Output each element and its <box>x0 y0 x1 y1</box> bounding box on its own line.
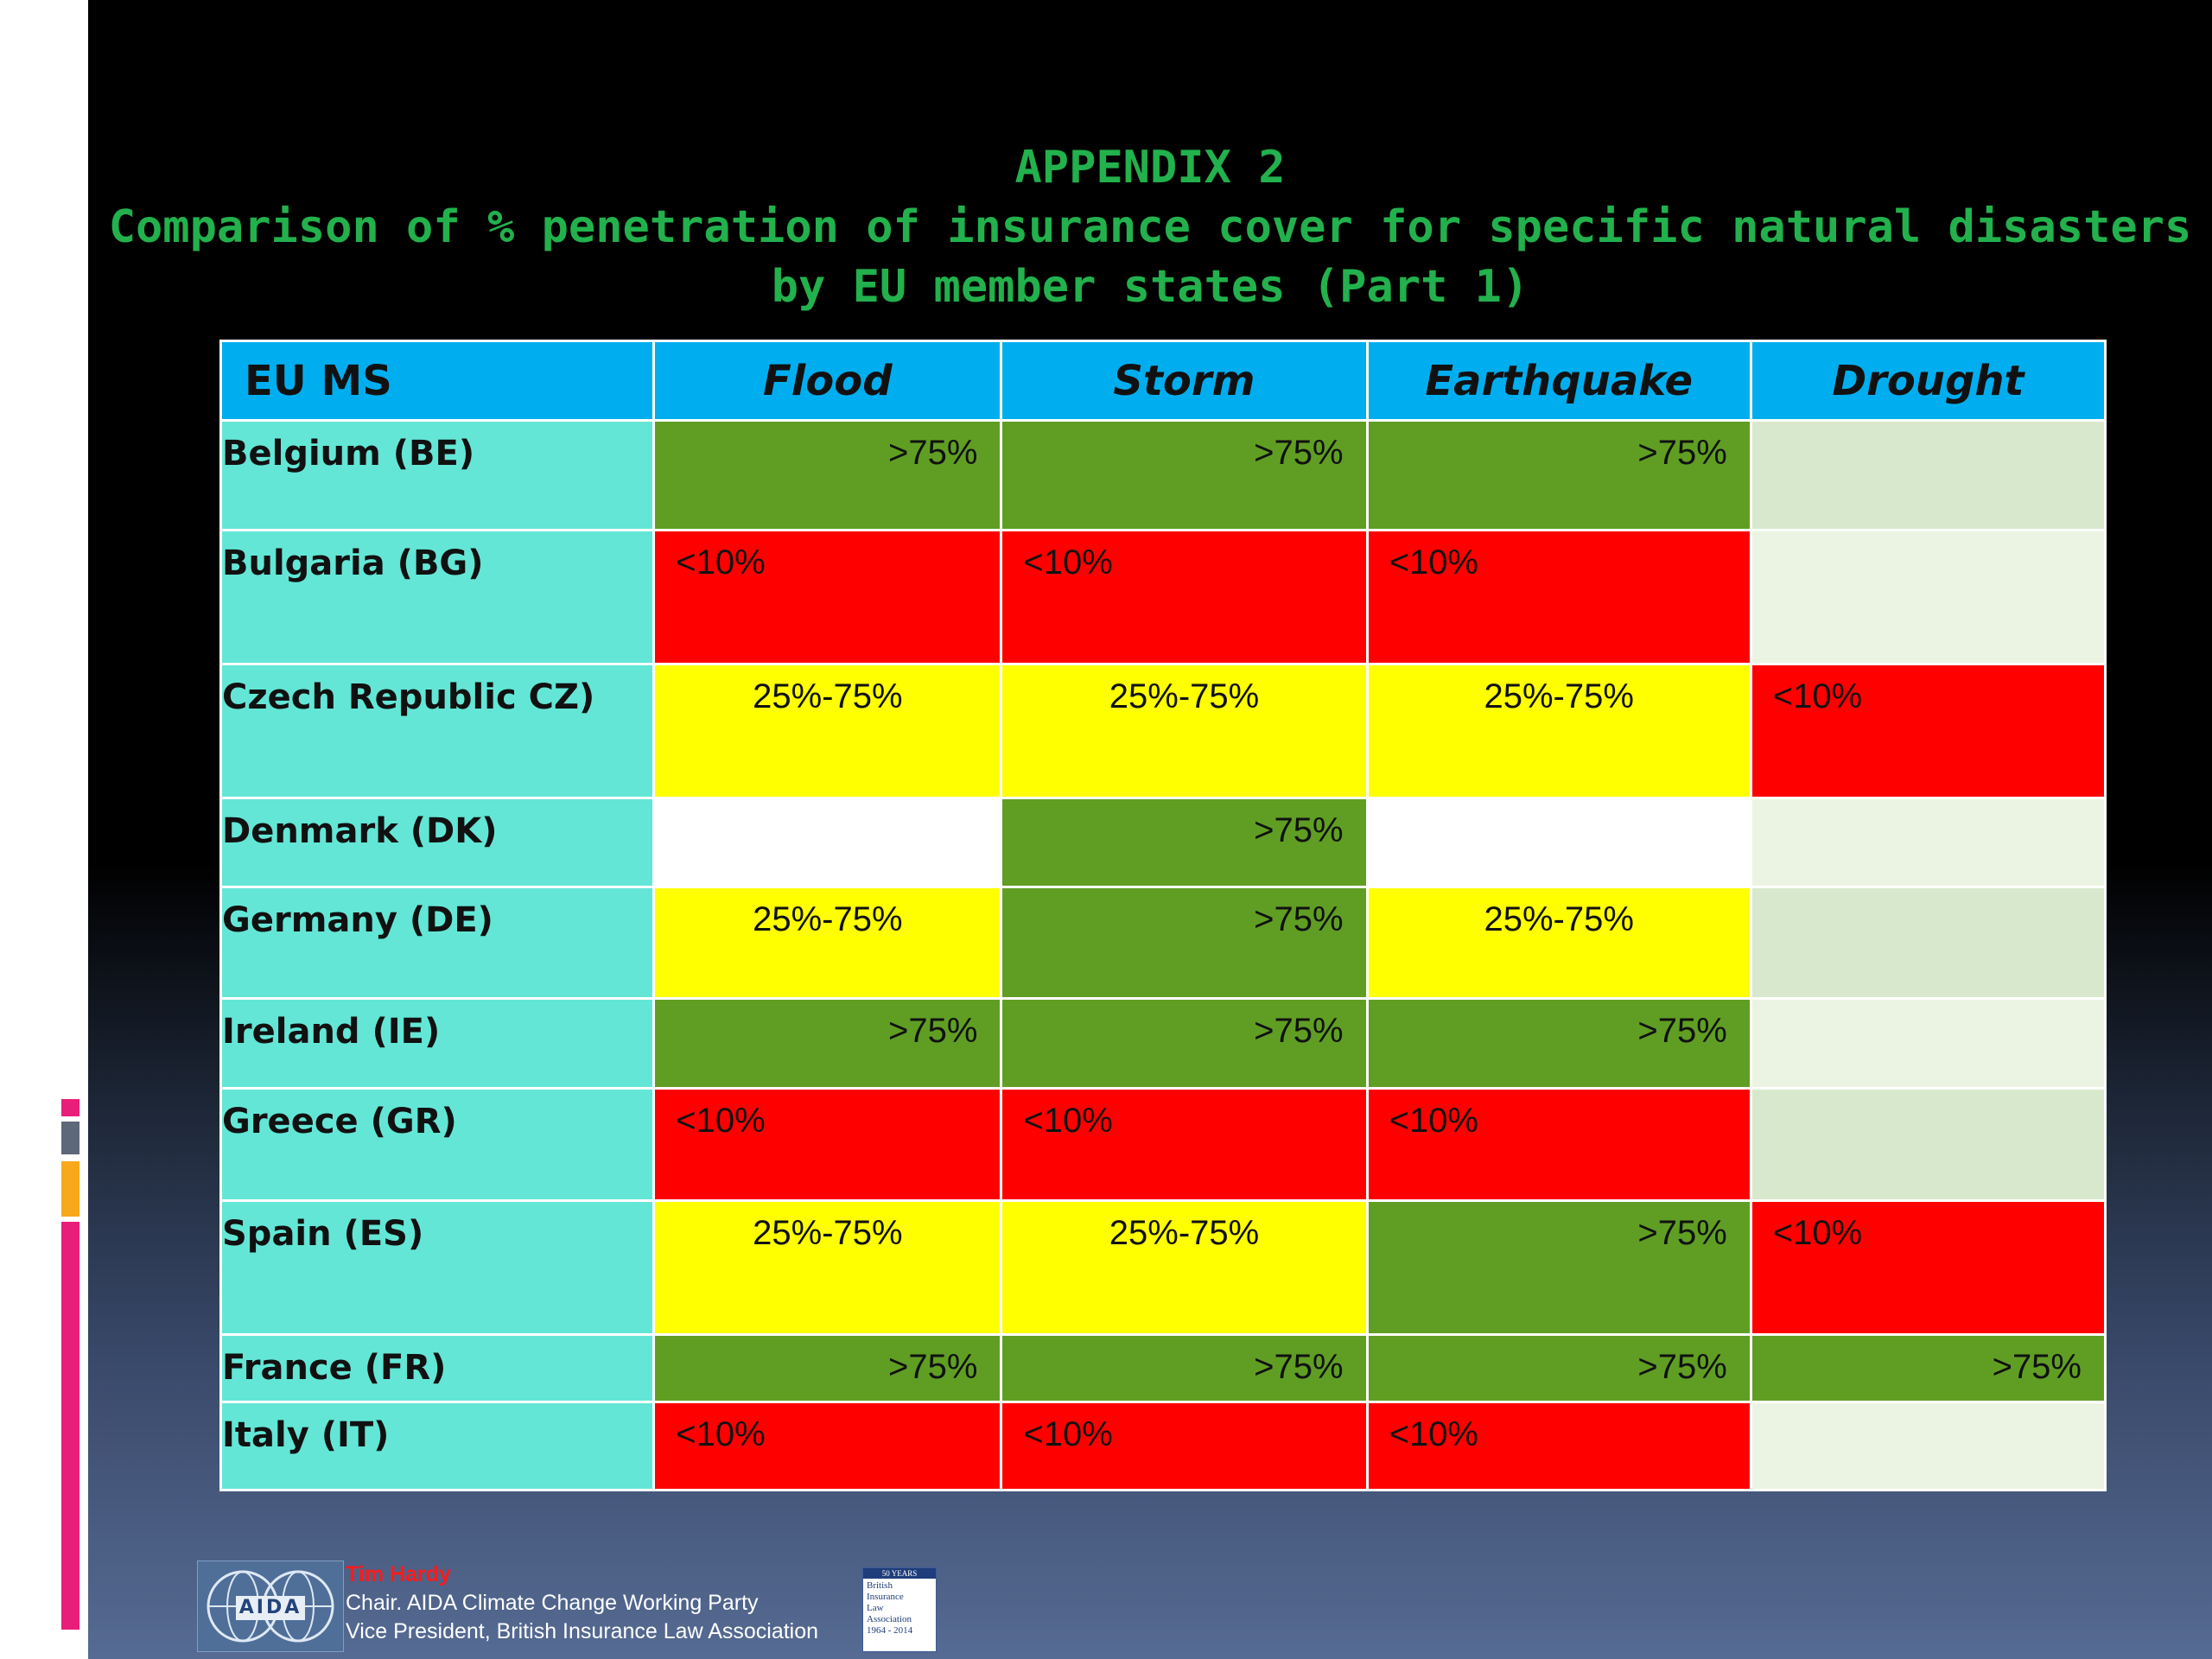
title-line-1: APPENDIX 2 <box>1014 142 1286 194</box>
accent-bar-pink <box>61 1099 79 1116</box>
table-row: Czech Republic CZ) 25%-75% 25%-75% 25%-7… <box>219 662 2107 799</box>
title-line-2: Comparison of % penetration of insurance… <box>108 201 2192 253</box>
storm-cell: >75% <box>1000 886 1369 1001</box>
table-row: Bulgaria (BG) <10% <10% <10% <box>219 528 2107 665</box>
aida-logo: AIDA <box>197 1560 344 1652</box>
footer: AIDA Tim Hardy Chair. AIDA Climate Chang… <box>197 1560 940 1652</box>
earthquake-cell: >75% <box>1365 1198 1752 1336</box>
drought-cell: <10% <box>1749 662 2107 799</box>
header-earthquake: Earthquake <box>1365 340 1752 422</box>
country-cell: Spain (ES) <box>219 1198 656 1336</box>
drought-cell <box>1749 1401 2107 1491</box>
table-row: Greece (GR) <10% <10% <10% <box>219 1086 2107 1202</box>
storm-cell: 25%-75% <box>1000 662 1369 799</box>
title-line-3: by EU member states (Part 1) <box>771 261 1529 313</box>
earthquake-cell: >75% <box>1365 419 1752 531</box>
country-cell: Germany (DE) <box>219 886 656 1001</box>
earthquake-cell: 25%-75% <box>1365 662 1752 799</box>
table-row: Denmark (DK) >75% <box>219 796 2107 889</box>
drought-cell <box>1749 419 2107 531</box>
presenter-role-1: Chair. AIDA Climate Change Working Party <box>346 1591 759 1615</box>
country-cell: Italy (IT) <box>219 1401 656 1491</box>
storm-cell: <10% <box>1000 528 1369 665</box>
flood-cell: 25%-75% <box>652 662 1003 799</box>
earthquake-cell <box>1365 796 1752 889</box>
country-cell: France (FR) <box>219 1332 656 1404</box>
country-cell: Ireland (IE) <box>219 997 656 1090</box>
table-row: France (FR) >75% >75% >75% >75% <box>219 1332 2107 1404</box>
drought-cell: >75% <box>1749 1332 2107 1404</box>
header-eu-ms: EU MS <box>219 340 656 422</box>
flood-cell: 25%-75% <box>652 886 1003 1001</box>
decorative-stripes <box>52 164 88 251</box>
earthquake-cell: >75% <box>1365 997 1752 1090</box>
table-row: Belgium (BE) >75% >75% >75% <box>219 419 2107 531</box>
drought-cell <box>1749 997 2107 1090</box>
header-drought: Drought <box>1749 340 2107 422</box>
bila-logo-line: Insurance <box>867 1592 904 1602</box>
storm-cell: >75% <box>1000 997 1369 1090</box>
country-cell: Denmark (DK) <box>219 796 656 889</box>
country-cell: Czech Republic CZ) <box>219 662 656 799</box>
table-row: Germany (DE) 25%-75% >75% 25%-75% <box>219 886 2107 1001</box>
flood-cell: <10% <box>652 528 1003 665</box>
bila-logo-line: 1964 - 2014 <box>867 1625 913 1636</box>
accent-bar-magenta <box>61 1222 79 1630</box>
storm-cell: <10% <box>1000 1086 1369 1202</box>
header-storm: Storm <box>1000 340 1369 422</box>
country-cell: Belgium (BE) <box>219 419 656 531</box>
drought-cell <box>1749 886 2107 1001</box>
country-cell: Bulgaria (BG) <box>219 528 656 665</box>
penetration-table: EU MS Flood Storm Earthquake Drought Bel… <box>219 340 2107 1491</box>
flood-cell: <10% <box>652 1401 1003 1491</box>
flood-cell <box>652 796 1003 889</box>
presenter-name: Tim Hardy <box>346 1562 451 1586</box>
presenter-signature: Tim Hardy Chair. AIDA Climate Change Wor… <box>346 1560 818 1646</box>
earthquake-cell: >75% <box>1365 1332 1752 1404</box>
bila-logo-line: Association <box>867 1614 912 1624</box>
table-row: Spain (ES) 25%-75% 25%-75% >75% <10% <box>219 1198 2107 1336</box>
flood-cell: >75% <box>652 1332 1003 1404</box>
drought-cell <box>1749 1086 2107 1202</box>
storm-cell: >75% <box>1000 419 1369 531</box>
presenter-role-2: Vice President, British Insurance Law As… <box>346 1619 819 1643</box>
storm-cell: >75% <box>1000 796 1369 889</box>
bila-logo: 50 YEARS British Insurance Law Associati… <box>862 1567 937 1652</box>
earthquake-cell: <10% <box>1365 1086 1752 1202</box>
earthquake-cell: <10% <box>1365 528 1752 665</box>
drought-cell <box>1749 528 2107 665</box>
flood-cell: >75% <box>652 419 1003 531</box>
flood-cell: 25%-75% <box>652 1198 1003 1336</box>
storm-cell: 25%-75% <box>1000 1198 1369 1336</box>
storm-cell: >75% <box>1000 1332 1369 1404</box>
slide-title: APPENDIX 2 Comparison of % penetration o… <box>88 138 2212 317</box>
storm-cell: <10% <box>1000 1401 1369 1491</box>
earthquake-cell: <10% <box>1365 1401 1752 1491</box>
header-flood: Flood <box>652 340 1003 422</box>
flood-cell: <10% <box>652 1086 1003 1202</box>
accent-bar-gray <box>61 1122 79 1154</box>
header-row: EU MS Flood Storm Earthquake Drought <box>219 340 2107 422</box>
drought-cell <box>1749 796 2107 889</box>
country-cell: Greece (GR) <box>219 1086 656 1202</box>
bila-logo-line: Law <box>867 1603 884 1613</box>
earthquake-cell: 25%-75% <box>1365 886 1752 1001</box>
table-row: Ireland (IE) >75% >75% >75% <box>219 997 2107 1090</box>
table-row: Italy (IT) <10% <10% <10% <box>219 1401 2107 1491</box>
bila-logo-top: 50 YEARS <box>863 1568 936 1579</box>
aida-logo-text: AIDA <box>236 1596 305 1620</box>
accent-bar-orange <box>61 1161 79 1217</box>
flood-cell: >75% <box>652 997 1003 1090</box>
bila-logo-line: British <box>867 1580 893 1591</box>
drought-cell: <10% <box>1749 1198 2107 1336</box>
